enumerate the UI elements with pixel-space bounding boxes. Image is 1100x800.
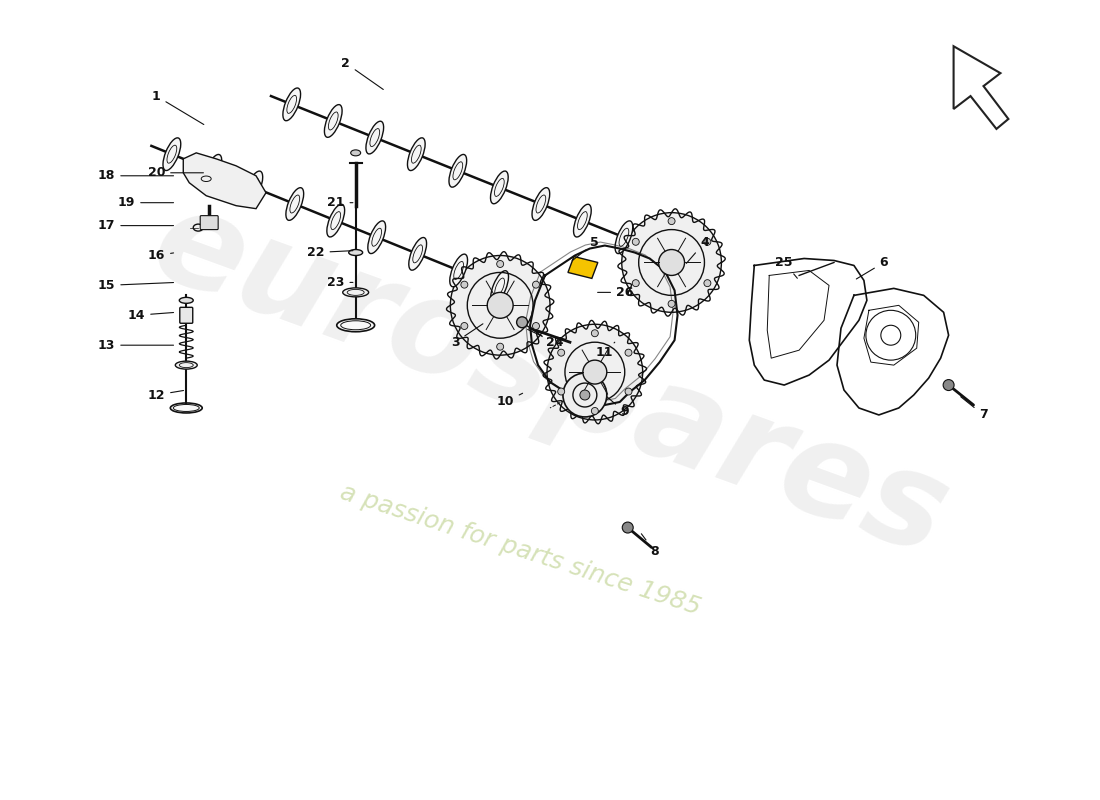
Ellipse shape [449, 154, 466, 187]
Ellipse shape [337, 318, 375, 332]
Ellipse shape [175, 361, 197, 369]
Text: 5: 5 [572, 236, 600, 261]
FancyBboxPatch shape [200, 216, 218, 230]
Ellipse shape [327, 204, 344, 237]
Text: 21: 21 [327, 196, 353, 209]
Ellipse shape [450, 254, 468, 286]
Text: 24: 24 [528, 330, 563, 349]
FancyBboxPatch shape [179, 307, 192, 323]
Circle shape [659, 250, 684, 275]
Circle shape [704, 238, 711, 246]
Circle shape [704, 280, 711, 286]
Ellipse shape [283, 88, 300, 121]
Circle shape [532, 322, 539, 330]
Text: 19: 19 [118, 196, 174, 209]
Circle shape [461, 281, 468, 288]
Text: 15: 15 [98, 279, 174, 292]
Circle shape [943, 379, 954, 390]
Circle shape [517, 317, 528, 328]
Text: a passion for parts since 1985: a passion for parts since 1985 [337, 480, 703, 619]
Circle shape [632, 238, 639, 246]
Text: 26: 26 [597, 286, 634, 299]
Ellipse shape [179, 298, 194, 303]
Circle shape [583, 360, 607, 384]
Circle shape [625, 388, 632, 395]
Text: 13: 13 [98, 338, 174, 352]
Circle shape [558, 349, 564, 356]
Circle shape [623, 522, 634, 533]
Ellipse shape [349, 250, 363, 255]
Ellipse shape [407, 138, 425, 170]
Ellipse shape [170, 403, 202, 413]
Text: eurospares: eurospares [136, 178, 964, 582]
Circle shape [621, 213, 722, 312]
Text: 1: 1 [152, 90, 204, 125]
Circle shape [532, 281, 539, 288]
Text: 4: 4 [686, 236, 708, 263]
Ellipse shape [615, 221, 632, 254]
Ellipse shape [366, 122, 384, 154]
Circle shape [563, 373, 607, 417]
Circle shape [592, 407, 598, 414]
Text: 7: 7 [960, 397, 988, 422]
Text: 10: 10 [496, 394, 522, 409]
Text: 12: 12 [147, 389, 184, 402]
Ellipse shape [351, 150, 361, 156]
Ellipse shape [324, 105, 342, 138]
Text: 11: 11 [596, 342, 615, 358]
Text: 14: 14 [128, 309, 174, 322]
Ellipse shape [204, 154, 222, 187]
Text: 20: 20 [147, 166, 204, 179]
Circle shape [580, 390, 590, 400]
Ellipse shape [573, 204, 591, 237]
Circle shape [625, 349, 632, 356]
Ellipse shape [163, 138, 180, 170]
Circle shape [497, 343, 504, 350]
Text: 22: 22 [307, 246, 353, 259]
Ellipse shape [367, 221, 386, 254]
Circle shape [558, 388, 564, 395]
Circle shape [668, 218, 675, 225]
Text: 18: 18 [98, 170, 174, 182]
Ellipse shape [245, 171, 263, 204]
Ellipse shape [532, 188, 550, 220]
Text: 17: 17 [98, 219, 174, 232]
Circle shape [450, 255, 550, 355]
Text: 2: 2 [341, 57, 383, 90]
Circle shape [487, 292, 513, 318]
Text: 9: 9 [607, 397, 629, 418]
Circle shape [632, 280, 639, 286]
Text: 3: 3 [451, 324, 483, 349]
Ellipse shape [286, 188, 304, 220]
Text: 8: 8 [641, 534, 659, 558]
Circle shape [668, 300, 675, 307]
Polygon shape [568, 257, 597, 278]
Circle shape [461, 322, 468, 330]
Ellipse shape [491, 270, 508, 303]
Polygon shape [184, 153, 266, 209]
Circle shape [592, 330, 598, 337]
Circle shape [497, 261, 504, 267]
Text: 6: 6 [856, 256, 888, 279]
Ellipse shape [491, 171, 508, 204]
Ellipse shape [343, 288, 368, 297]
Text: 16: 16 [147, 249, 174, 262]
Text: 23: 23 [327, 276, 353, 289]
Ellipse shape [409, 238, 427, 270]
Text: 25: 25 [776, 256, 798, 278]
Circle shape [547, 324, 642, 420]
